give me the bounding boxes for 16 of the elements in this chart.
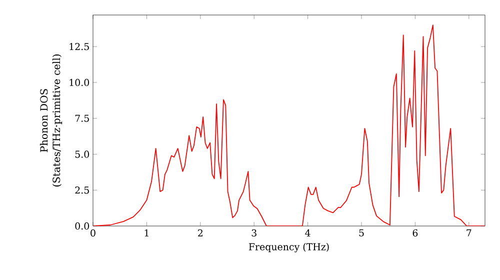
y-axis-title: Phonon DOS (States/THz·primitive cell)	[40, 54, 62, 186]
y-tick-label: 2.5	[75, 186, 89, 194]
x-axis-title: Frequency (THz)	[248, 243, 329, 252]
x-tick-label: 4	[305, 229, 310, 236]
x-tick-label: 5	[359, 229, 364, 236]
y-tick-label: 0.0	[75, 222, 90, 230]
x-tick-label: 2	[198, 229, 202, 236]
x-tick-label: 6	[412, 229, 418, 237]
y-tick-label: 12.5	[70, 42, 89, 50]
x-tick-label: 0	[90, 229, 96, 237]
x-tick-label: 3	[252, 229, 256, 237]
x-tick-label: 1	[144, 229, 148, 236]
y-tick-label: 10.0	[70, 78, 90, 86]
y-tick-label: 7.5	[75, 114, 89, 122]
y-tick-label: 5.0	[75, 150, 90, 158]
x-tick-label: 7	[466, 229, 472, 236]
